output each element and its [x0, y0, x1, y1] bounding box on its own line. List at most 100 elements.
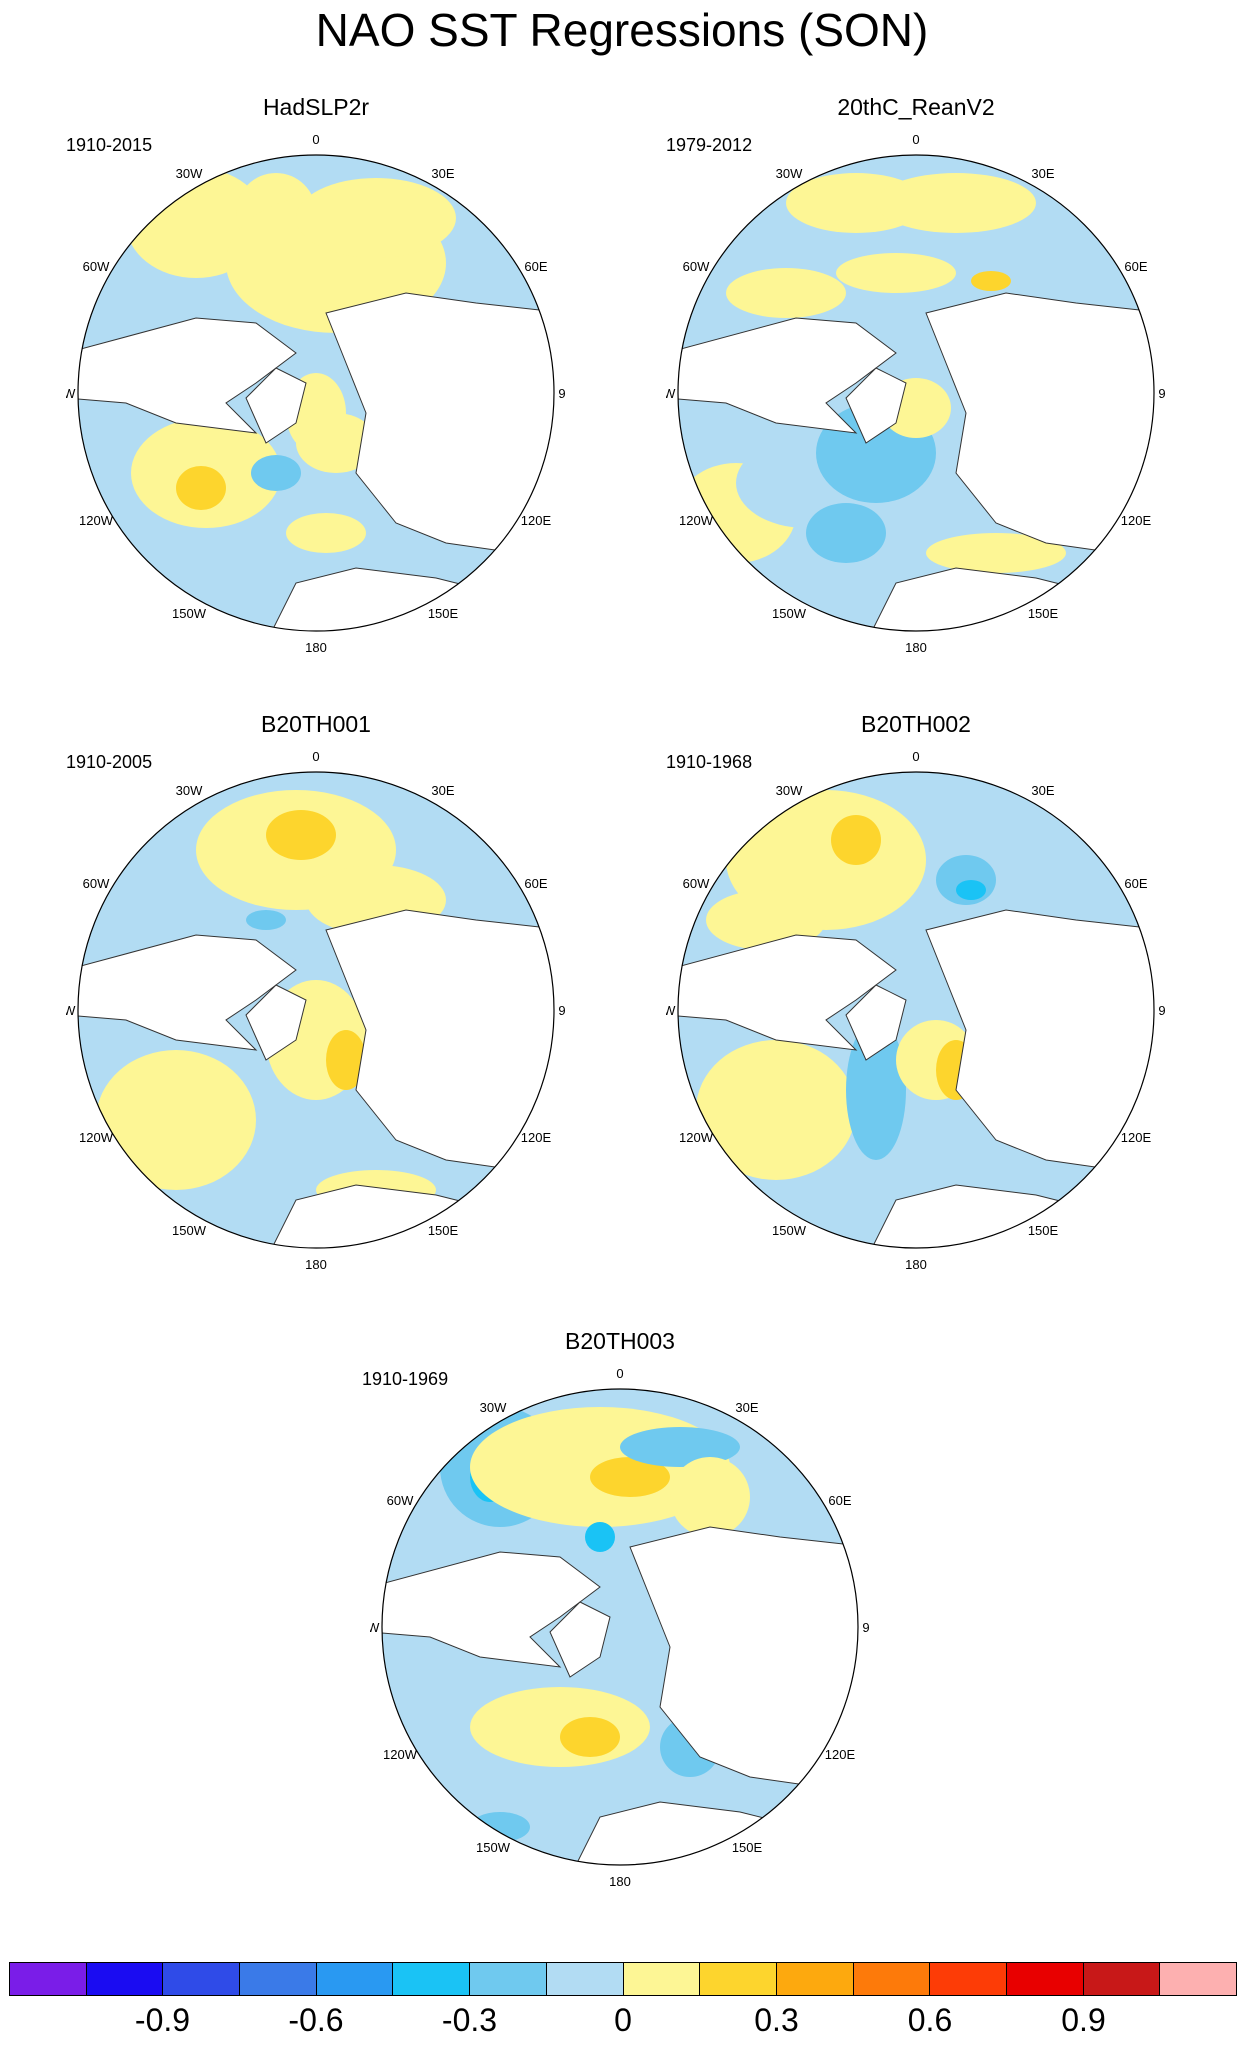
anomaly-region	[846, 1020, 906, 1160]
anomaly-region	[971, 271, 1011, 291]
longitude-label: 60W	[83, 259, 110, 274]
landmass-north-america	[382, 1551, 601, 1668]
longitude-label: 150E	[428, 1223, 459, 1238]
longitude-label: 150W	[772, 606, 807, 621]
sst-field	[78, 772, 554, 1248]
longitude-label: 90W	[666, 386, 676, 401]
longitude-label: 120W	[679, 513, 714, 528]
map-panel: HadSLP2r 1910-2015 180 150E 120E 90E 60E 30E 0…	[66, 88, 566, 678]
colorbar-swatch	[10, 1963, 87, 1995]
panel-period: 1910-1969	[362, 1369, 449, 1389]
landmass-north-america	[678, 317, 897, 434]
polar-map: 180 150E 120E 90E 60E 30E 0 30W 60W 90W 120W 150W	[666, 749, 1166, 1272]
anomaly-region	[251, 455, 301, 491]
longitude-label: 30E	[431, 166, 454, 181]
landmass-africa	[265, 1184, 497, 1248]
longitude-label: 60W	[387, 1493, 414, 1508]
longitude-label: 120W	[79, 1130, 114, 1145]
sst-field	[382, 1389, 858, 1865]
colorbar-swatch	[1083, 1963, 1161, 1995]
map-panel: B20TH001 1910-2005 180 150E 120E 90E 60E 30E 0…	[66, 705, 566, 1295]
anomaly-region	[470, 1687, 650, 1767]
landmass-eurasia	[325, 292, 554, 554]
longitude-label: 30E	[1031, 783, 1054, 798]
longitude-label: 0	[912, 132, 919, 147]
longitude-label: 150W	[172, 606, 207, 621]
anomaly-region	[296, 413, 376, 473]
longitude-label: 180	[305, 1257, 327, 1272]
colorbar-label: -0.3	[441, 2002, 498, 2038]
longitude-label: 90W	[666, 1003, 676, 1018]
landmass-africa	[265, 567, 497, 631]
anomaly-region	[696, 1040, 856, 1180]
panel-period: 1910-1968	[666, 752, 753, 772]
longitude-label: 120W	[79, 513, 114, 528]
landmass-north-america	[678, 934, 897, 1051]
longitude-label: 90E	[862, 1620, 870, 1635]
anomaly-region	[266, 810, 336, 860]
colorbar-swatch	[163, 1963, 241, 1995]
polar-map: 180 150E 120E 90E 60E 30E 0 30W 60W 90W 120W 150W	[66, 132, 566, 655]
anomaly-region	[246, 910, 286, 930]
map-panel: 20thC_ReanV2 1979-2012 180 150E 120E 90E 60E…	[666, 88, 1166, 678]
longitude-label: 60W	[83, 876, 110, 891]
longitude-label: 120E	[825, 1747, 856, 1762]
landmass-eurasia	[629, 1526, 858, 1788]
longitude-label: 180	[609, 1874, 631, 1889]
panel-period: 1910-2005	[66, 752, 153, 772]
polar-map: 180 150E 120E 90E 60E 30E 0 30W 60W 90W 120W 150W	[666, 132, 1166, 655]
longitude-label: 150E	[428, 606, 459, 621]
longitude-label: 120E	[521, 1130, 552, 1145]
colorbar-swatch	[240, 1963, 317, 1995]
colorbar-label: 0.3	[754, 2002, 799, 2038]
anomaly-region	[560, 1717, 620, 1757]
colorbar-swatch	[853, 1963, 931, 1995]
anomaly-region	[96, 1050, 256, 1190]
longitude-label: 120W	[383, 1747, 418, 1762]
longitude-label: 90W	[66, 386, 76, 401]
landmass-greenland	[245, 367, 307, 444]
longitude-label: 60W	[683, 259, 710, 274]
longitude-label: 150W	[476, 1840, 511, 1855]
anomaly-region	[956, 880, 986, 900]
colorbar-swatch	[546, 1963, 624, 1995]
colorbar-label: 0	[614, 2002, 632, 2038]
anomaly-region	[590, 1457, 670, 1497]
longitude-label: 150E	[1028, 1223, 1059, 1238]
longitude-label: 60E	[828, 1493, 851, 1508]
colorbar-swatch	[86, 1963, 164, 1995]
colorbar-swatch	[393, 1963, 471, 1995]
longitude-label: 180	[905, 640, 927, 655]
colorbar-swatch	[776, 1963, 854, 1995]
longitude-label: 90E	[1158, 386, 1166, 401]
longitude-label: 30E	[431, 783, 454, 798]
anomaly-region	[831, 815, 881, 865]
longitude-label: 90W	[66, 1003, 76, 1018]
longitude-label: 0	[312, 749, 319, 764]
landmass-north-america	[78, 317, 297, 434]
sst-field	[78, 155, 554, 631]
landmass-greenland	[549, 1601, 611, 1678]
colorbar-label: -0.9	[134, 2002, 191, 2038]
main-title: NAO SST Regressions (SON)	[315, 4, 929, 56]
longitude-label: 120W	[679, 1130, 714, 1145]
anomaly-region	[806, 503, 886, 563]
sst-field	[678, 772, 1154, 1248]
panel-title: B20TH003	[565, 1328, 675, 1354]
panel-title: B20TH002	[861, 711, 971, 737]
landmass-africa	[569, 1801, 801, 1865]
map-panel: B20TH002 1910-1968 180 150E 120E 90E 60E 30E 0…	[666, 705, 1166, 1295]
colorbar-label: 0.6	[907, 2002, 953, 2038]
colorbar-label: 0.9	[1061, 2002, 1106, 2038]
longitude-label: 60E	[1124, 876, 1147, 891]
sst-field	[678, 155, 1154, 631]
longitude-label: 90W	[370, 1620, 380, 1635]
anomaly-region	[296, 178, 456, 258]
longitude-label: 150W	[172, 1223, 207, 1238]
longitude-label: 150W	[772, 1223, 807, 1238]
longitude-label: 30W	[776, 783, 803, 798]
map-boundary	[677, 771, 1155, 1249]
anomaly-region	[836, 253, 956, 293]
landmass-eurasia	[925, 909, 1154, 1171]
map-panel: B20TH003 1910-1969 180 150E 120E 90E 60E 30E 0…	[362, 1322, 870, 1912]
